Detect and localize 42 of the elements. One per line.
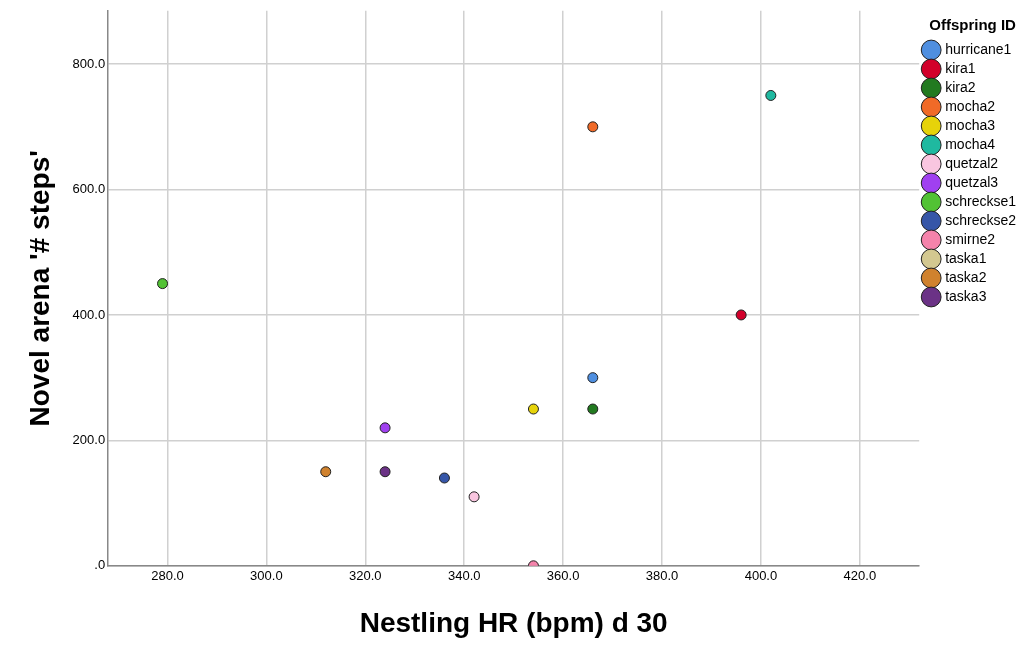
- legend-label: taska1: [945, 249, 987, 266]
- point: [157, 278, 169, 290]
- point: [320, 466, 332, 478]
- point: [379, 422, 391, 434]
- y-tick-label: 800.0: [72, 55, 106, 71]
- legend-label: mocha4: [945, 135, 996, 152]
- point: [438, 472, 450, 484]
- point: [765, 89, 777, 101]
- y-tick-label: 600.0: [72, 181, 106, 197]
- legend-label: mocha3: [945, 116, 996, 133]
- legend-label: taska2: [945, 268, 987, 285]
- y-tick-label: 200.0: [72, 431, 106, 447]
- legend-label: kira2: [945, 78, 976, 95]
- y-axis-title: Novel arena '# steps': [23, 150, 55, 427]
- legend-label: quetzal2: [945, 154, 999, 171]
- x-tick-label: 320.0: [349, 568, 382, 584]
- legend-title: Offspring ID: [929, 15, 1017, 33]
- x-tick-label: 400.0: [744, 568, 778, 584]
- point: [379, 466, 391, 478]
- x-tick-label: 280.0: [151, 568, 184, 584]
- x-tick-label: 380.0: [645, 568, 679, 584]
- legend-label: smirne2: [945, 230, 996, 247]
- x-tick-label: 420.0: [843, 568, 877, 584]
- y-tick-label: .0: [94, 557, 106, 573]
- point: [735, 309, 747, 321]
- point: [527, 403, 539, 415]
- legend-label: taska3: [945, 287, 987, 304]
- legend-label: hurricane1: [945, 40, 1012, 57]
- x-tick-label: 340.0: [447, 568, 481, 584]
- legend-label: kira1: [945, 59, 976, 76]
- legend-label: schreckse1: [945, 192, 1017, 209]
- y-tick-label: 400.0: [72, 306, 106, 322]
- point: [587, 121, 599, 133]
- x-axis-title: Nestling HR (bpm) d 30: [359, 606, 668, 638]
- point: [587, 372, 599, 384]
- point: [587, 403, 599, 415]
- point: [468, 491, 480, 503]
- legend-label: schreckse2: [945, 211, 1017, 228]
- x-tick-label: 300.0: [250, 568, 283, 584]
- legend-label: quetzal3: [945, 173, 999, 190]
- x-tick-label: 360.0: [546, 568, 580, 584]
- legend-label: mocha2: [945, 97, 996, 114]
